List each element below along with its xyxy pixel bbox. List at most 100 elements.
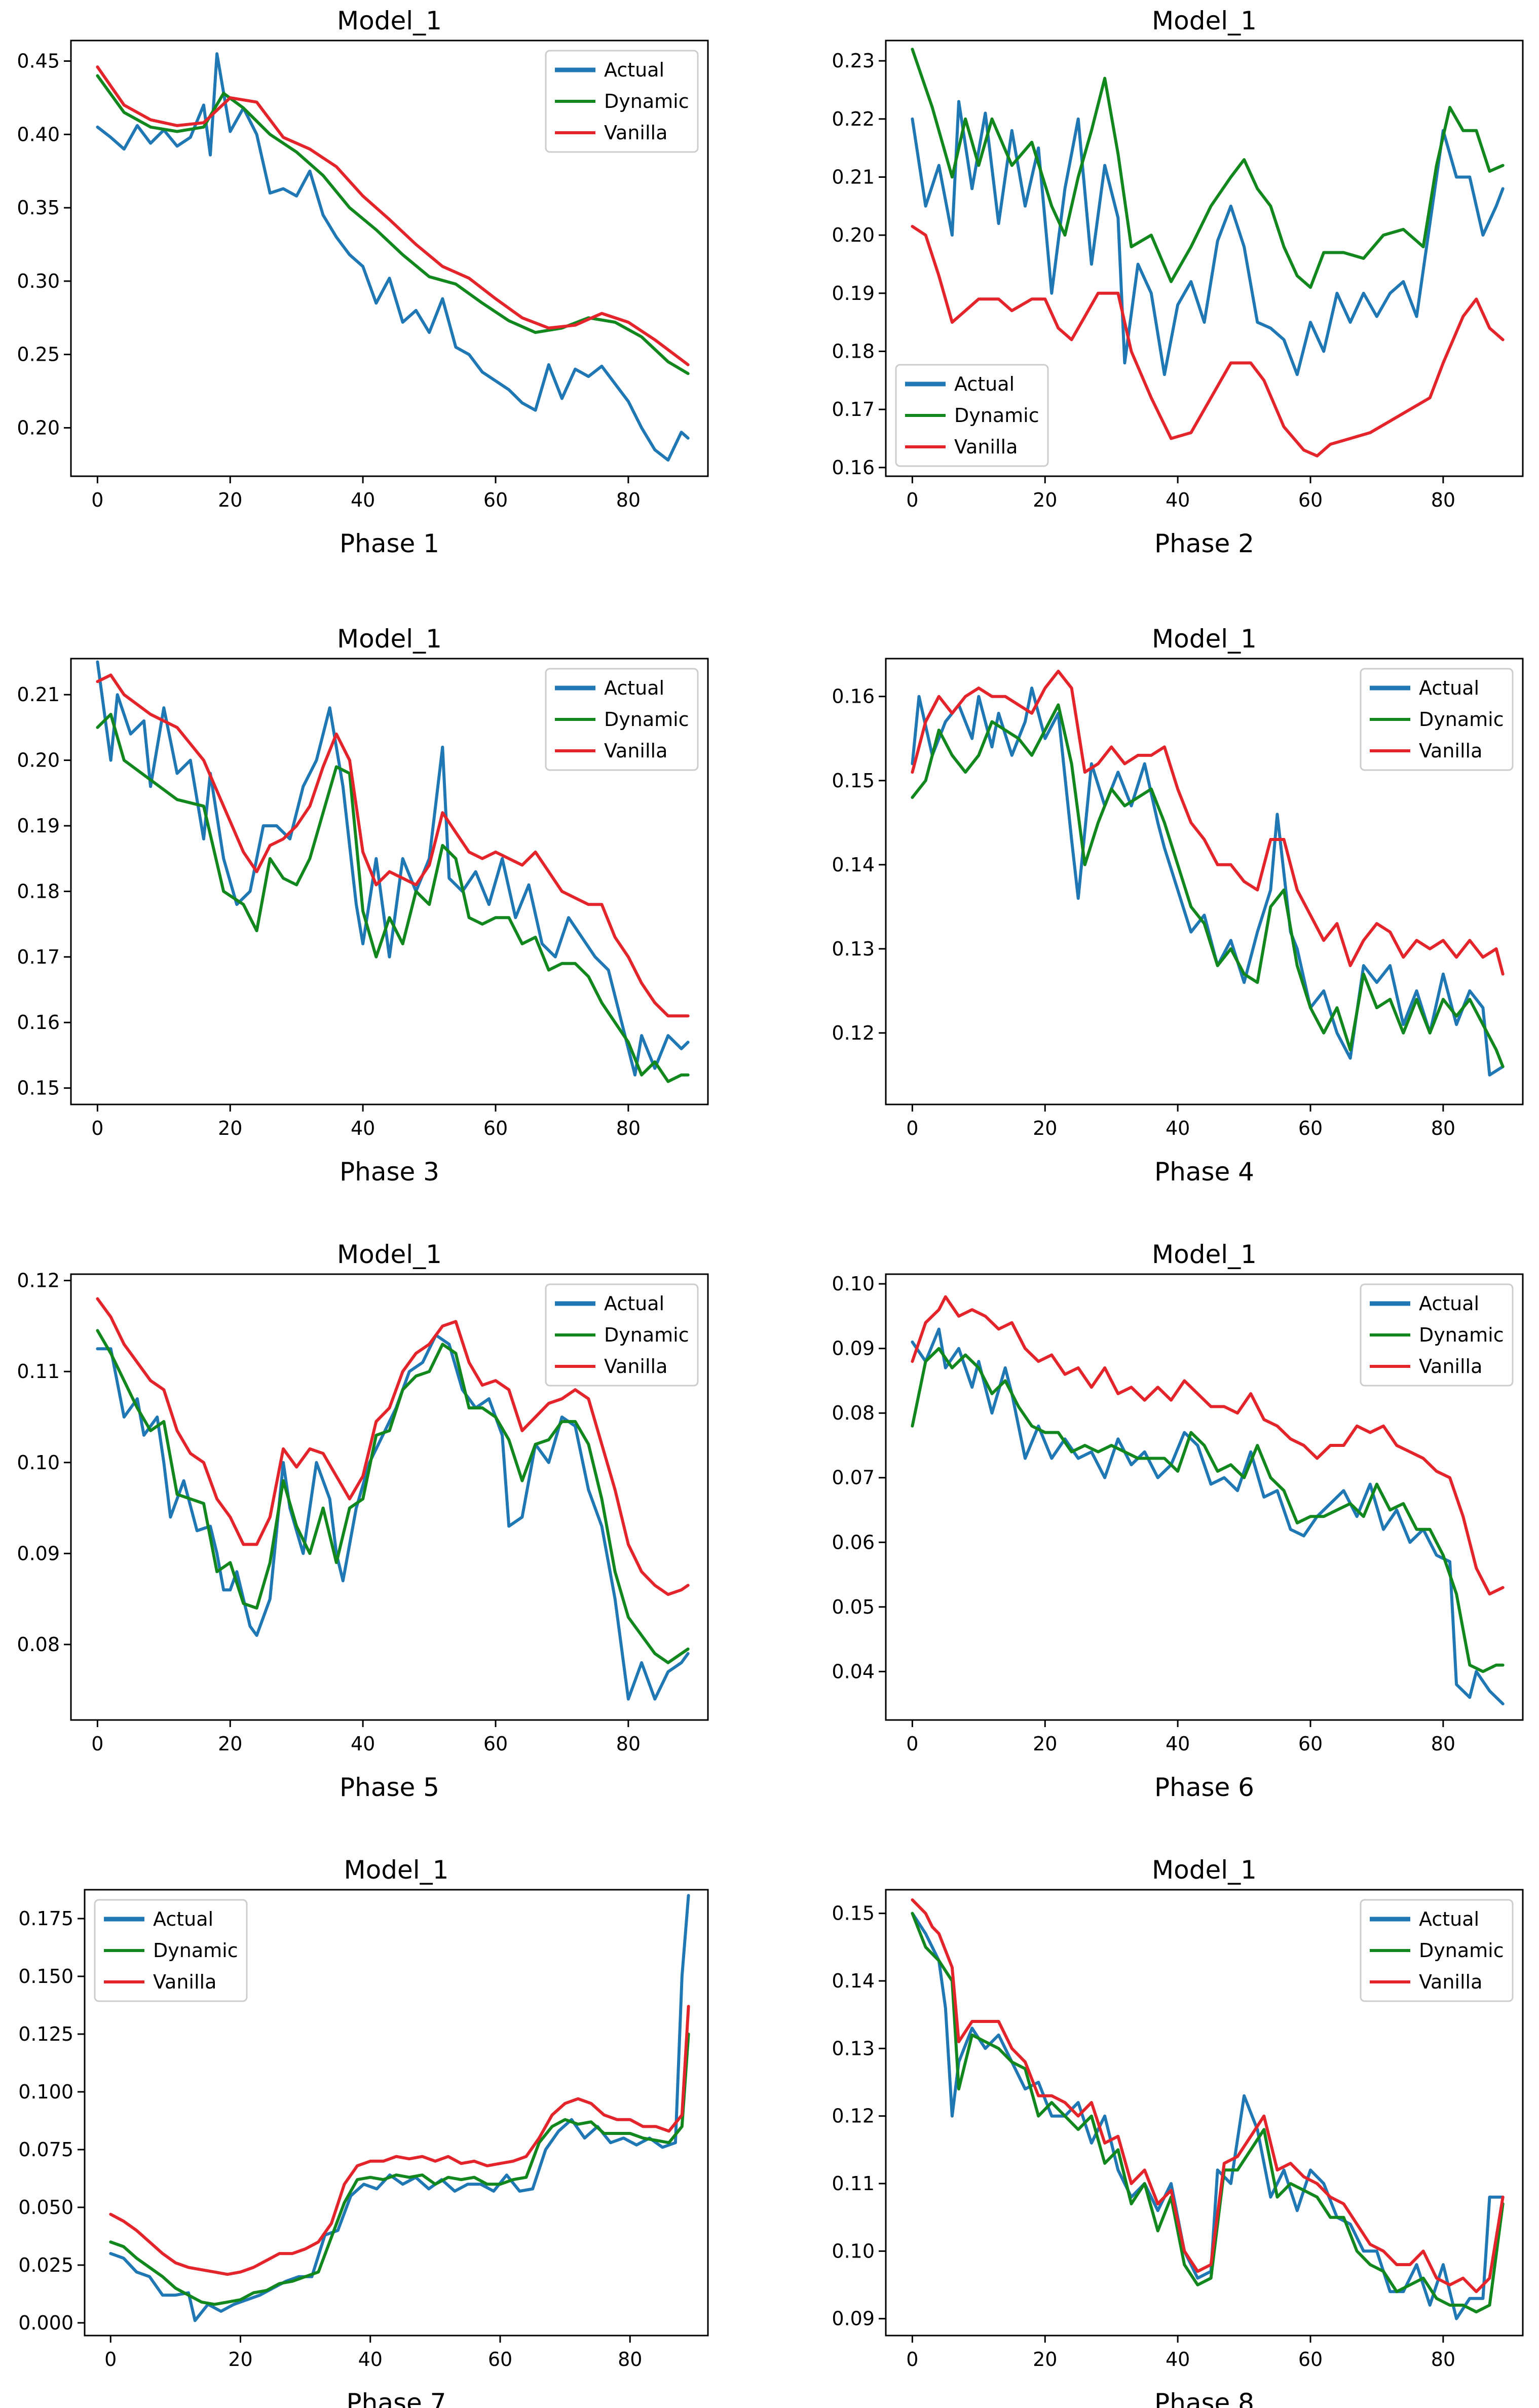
plot-frame bbox=[70, 1273, 709, 1721]
y-tick-label: 0.05 bbox=[832, 1596, 875, 1618]
chart-panel-1: Model_1 0 20 40 60 80 0.20 0.25 0.30 0.35 0.40 0.45… bbox=[17, 6, 709, 558]
x-axis-label: Phase 3 bbox=[340, 1157, 439, 1187]
y-tick-label: 0.16 bbox=[17, 1011, 60, 1034]
y-tick-label: 0.000 bbox=[18, 2312, 73, 2334]
y-tick-label: 0.20 bbox=[17, 749, 60, 772]
x-tick-label: 0 bbox=[906, 1733, 918, 1755]
x-tick-label: 20 bbox=[228, 2348, 252, 2371]
y-tick-label: 0.20 bbox=[17, 416, 60, 439]
x-tick-label: 20 bbox=[1033, 2348, 1057, 2371]
y-tick-label: 0.09 bbox=[832, 2308, 875, 2330]
y-tick-label: 0.45 bbox=[17, 50, 60, 72]
plot-frame bbox=[70, 40, 709, 477]
series-line-dynamic bbox=[911, 1912, 1505, 2314]
x-tick-label: 80 bbox=[1431, 1733, 1455, 1755]
x-tick-label: 80 bbox=[616, 1117, 641, 1139]
legend: Actual Dynamic Vanilla bbox=[545, 668, 699, 771]
x-tick-label: 60 bbox=[1298, 1733, 1323, 1755]
x-tick-label: 40 bbox=[1166, 2348, 1190, 2371]
y-tick-label: 0.150 bbox=[18, 1965, 73, 1987]
x-tick-label: 0 bbox=[104, 2348, 117, 2371]
series-line-dynamic bbox=[109, 2033, 690, 2306]
chart-panel-4: Model_1 0 20 40 60 80 0.12 0.13 0.14 0.15 0.16 Phas… bbox=[832, 624, 1524, 1187]
x-tick-label: 80 bbox=[616, 1733, 641, 1755]
plot-frame bbox=[70, 658, 709, 1105]
x-tick-label: 40 bbox=[351, 489, 375, 511]
series-line-vanilla bbox=[96, 1297, 690, 1596]
x-tick-label: 0 bbox=[906, 2348, 918, 2371]
y-tick-label: 0.08 bbox=[17, 1633, 60, 1656]
legend-label-actual: Actual bbox=[954, 373, 1015, 395]
x-axis-label: Phase 5 bbox=[340, 1773, 439, 1802]
y-tick-label: 0.15 bbox=[832, 1902, 875, 1925]
chart-title: Model_1 bbox=[1152, 6, 1257, 35]
series-line-vanilla bbox=[911, 669, 1505, 976]
y-tick-label: 0.10 bbox=[832, 1273, 875, 1295]
plot-frame bbox=[885, 1889, 1524, 2337]
legend-box bbox=[94, 1899, 248, 2002]
y-tick-label: 0.40 bbox=[17, 123, 60, 145]
series-line-actual bbox=[911, 100, 1505, 376]
chart-title: Model_1 bbox=[1152, 1855, 1257, 1885]
x-tick-label: 20 bbox=[218, 1733, 242, 1755]
legend-label-vanilla: Vanilla bbox=[153, 1971, 216, 1993]
legend-label-actual: Actual bbox=[1419, 677, 1479, 699]
y-tick-label: 0.12 bbox=[832, 1022, 875, 1044]
x-tick-label: 0 bbox=[906, 1117, 918, 1139]
y-tick-label: 0.07 bbox=[832, 1467, 875, 1489]
x-tick-label: 20 bbox=[1033, 1117, 1057, 1139]
series-line-actual bbox=[911, 1327, 1505, 1706]
x-axis-label: Phase 2 bbox=[1154, 529, 1254, 558]
y-tick-label: 0.17 bbox=[832, 398, 875, 421]
x-tick-label: 0 bbox=[906, 489, 918, 511]
y-tick-label: 0.10 bbox=[832, 2240, 875, 2262]
y-tick-label: 0.35 bbox=[17, 197, 60, 219]
y-tick-label: 0.19 bbox=[17, 815, 60, 837]
y-tick-label: 0.16 bbox=[832, 456, 875, 479]
x-tick-label: 60 bbox=[483, 489, 508, 511]
x-tick-label: 40 bbox=[1166, 1733, 1190, 1755]
x-tick-label: 80 bbox=[616, 489, 641, 511]
x-tick-label: 40 bbox=[351, 1117, 375, 1139]
y-tick-label: 0.08 bbox=[832, 1402, 875, 1424]
y-tick-label: 0.12 bbox=[832, 2105, 875, 2127]
x-tick-label: 80 bbox=[1431, 489, 1455, 511]
legend-box bbox=[895, 364, 1049, 467]
legend-label-actual: Actual bbox=[1419, 1908, 1479, 1930]
chart-title: Model_1 bbox=[1152, 1240, 1257, 1269]
x-axis-label: Phase 7 bbox=[347, 2388, 446, 2408]
y-tick-label: 0.025 bbox=[18, 2254, 73, 2276]
y-tick-label: 0.20 bbox=[832, 224, 875, 246]
legend-label-dynamic: Dynamic bbox=[153, 1939, 238, 1962]
plot-frame bbox=[885, 658, 1524, 1105]
legend-label-dynamic: Dynamic bbox=[604, 708, 689, 731]
chart-panel-3: Model_1 0 20 40 60 80 0.15 0.16 0.17 0.18 0.19 0.20… bbox=[17, 624, 709, 1187]
legend-label-vanilla: Vanilla bbox=[1419, 740, 1482, 762]
chart-panel-7: Model_1 0 20 40 60 80 0.000 0.025 0.050 0.075 0.10… bbox=[18, 1855, 709, 2408]
series-line-vanilla bbox=[911, 1295, 1505, 1596]
chart-panel-2: Model_1 0 20 40 60 80 0.16 0.17 0.18 0.19 0.20 0.21… bbox=[832, 6, 1524, 558]
x-tick-label: 60 bbox=[483, 1117, 508, 1139]
legend-label-actual: Actual bbox=[1419, 1292, 1479, 1315]
y-tick-label: 0.30 bbox=[17, 270, 60, 292]
x-tick-label: 20 bbox=[218, 1117, 242, 1139]
y-tick-label: 0.10 bbox=[17, 1451, 60, 1474]
chart-title: Model_1 bbox=[337, 6, 442, 35]
y-tick-label: 0.14 bbox=[832, 854, 875, 876]
y-tick-label: 0.050 bbox=[18, 2196, 73, 2219]
legend-box bbox=[545, 1283, 699, 1387]
series-line-actual bbox=[96, 52, 690, 462]
y-tick-label: 0.04 bbox=[832, 1660, 875, 1683]
plot-frame bbox=[84, 1889, 709, 2337]
legend-label-dynamic: Dynamic bbox=[604, 90, 689, 112]
series-line-vanilla bbox=[911, 224, 1505, 457]
legend-label-dynamic: Dynamic bbox=[1419, 1324, 1504, 1346]
series-line-vanilla bbox=[109, 2005, 690, 2276]
series-line-dynamic bbox=[911, 48, 1505, 289]
legend-box bbox=[1360, 668, 1514, 771]
x-tick-label: 20 bbox=[218, 489, 242, 511]
legend-label-vanilla: Vanilla bbox=[954, 436, 1018, 458]
y-tick-label: 0.175 bbox=[18, 1907, 73, 1930]
x-tick-label: 20 bbox=[1033, 489, 1057, 511]
